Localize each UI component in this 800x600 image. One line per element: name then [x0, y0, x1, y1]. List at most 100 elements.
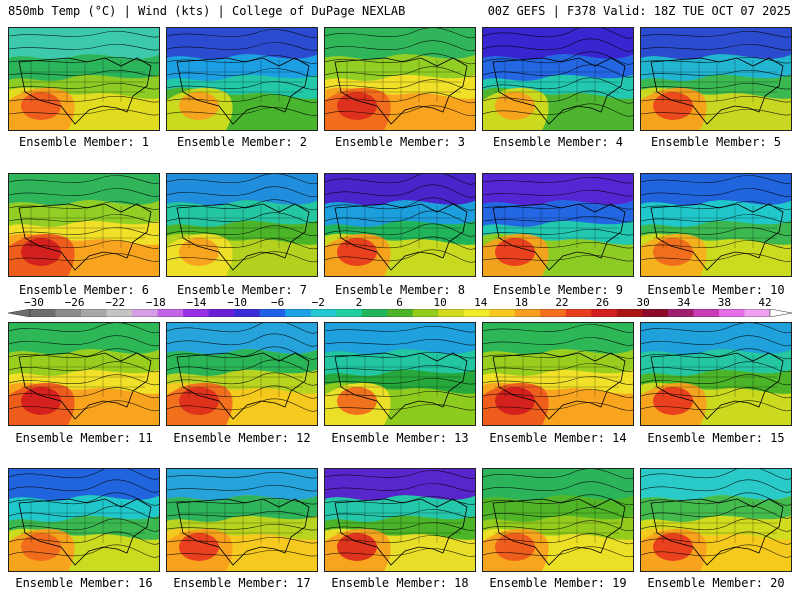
temperature-map — [483, 174, 633, 276]
colorbar-segment — [616, 309, 643, 317]
colorbar-low-arrow — [8, 309, 31, 317]
ensemble-member-label: Ensemble Member: 7 — [176, 283, 308, 297]
colorbar-tick-label: −14 — [186, 296, 207, 309]
temperature-map — [325, 174, 475, 276]
temperature-map — [167, 174, 317, 276]
colorbar-segment — [208, 309, 235, 317]
colorbar-tick-label: 42 — [758, 296, 772, 309]
ensemble-member-map — [8, 468, 160, 572]
ensemble-member-map — [166, 27, 318, 131]
ensemble-member-map — [166, 173, 318, 277]
ensemble-member-map — [640, 322, 792, 426]
colorbar-segment — [30, 309, 57, 317]
temperature-map — [325, 28, 475, 130]
ensemble-member-map — [482, 27, 634, 131]
temperature-map — [9, 174, 159, 276]
ensemble-member-label: Ensemble Member: 18 — [331, 576, 469, 590]
colorbar-segment — [744, 309, 771, 317]
model-valid-time: 00Z GEFS | F378 Valid: 18Z TUE OCT 07 20… — [487, 4, 791, 18]
colorbar-tick-label: −6 — [271, 296, 285, 309]
colorbar-segment — [718, 309, 745, 317]
colorbar-tick-label: 18 — [514, 296, 528, 309]
colorbar-tick-label: 6 — [396, 296, 403, 309]
ensemble-member-label: Ensemble Member: 9 — [492, 283, 624, 297]
ensemble-member-label: Ensemble Member: 19 — [489, 576, 627, 590]
colorbar-segment — [106, 309, 133, 317]
ensemble-member-map — [482, 468, 634, 572]
ensemble-member-label: Ensemble Member: 13 — [331, 431, 469, 445]
ensemble-member-map — [166, 468, 318, 572]
temperature-map — [641, 174, 791, 276]
temperature-map — [325, 323, 475, 425]
ensemble-member-label: Ensemble Member: 16 — [15, 576, 153, 590]
ensemble-member-label: Ensemble Member: 12 — [173, 431, 311, 445]
ensemble-member-label: Ensemble Member: 2 — [176, 135, 308, 149]
colorbar-tick-label: −10 — [227, 296, 247, 309]
temperature-map — [641, 28, 791, 130]
ensemble-member-map — [640, 173, 792, 277]
colorbar-segment — [157, 309, 184, 317]
ensemble-member-label: Ensemble Member: 3 — [334, 135, 466, 149]
temperature-map — [641, 469, 791, 571]
ensemble-member-label: Ensemble Member: 8 — [334, 283, 466, 297]
temperature-map — [9, 469, 159, 571]
colorbar-tick-label: −30 — [24, 296, 44, 309]
temperature-map — [9, 323, 159, 425]
ensemble-member-label: Ensemble Member: 1 — [18, 135, 150, 149]
colorbar-segment — [591, 309, 618, 317]
ensemble-member-map — [8, 27, 160, 131]
ensemble-member-label: Ensemble Member: 15 — [647, 431, 785, 445]
ensemble-member-label: Ensemble Member: 6 — [18, 283, 150, 297]
temperature-map — [9, 28, 159, 130]
colorbar-segment — [183, 309, 210, 317]
temperature-map — [483, 323, 633, 425]
colorbar-tick-label: 30 — [636, 296, 650, 309]
ensemble-member-label: Ensemble Member: 14 — [489, 431, 627, 445]
ensemble-member-map — [324, 468, 476, 572]
ensemble-member-map — [324, 27, 476, 131]
ensemble-member-map — [640, 468, 792, 572]
ensemble-member-map — [640, 27, 792, 131]
colorbar-segment — [489, 309, 516, 317]
colorbar-tick-label: −2 — [311, 296, 325, 309]
colorbar-tick-label: 34 — [677, 296, 691, 309]
colorbar-segment — [693, 309, 720, 317]
colorbar-segment — [259, 309, 286, 317]
colorbar-segment — [412, 309, 439, 317]
colorbar-tick-label: 22 — [555, 296, 569, 309]
colorbar-tick-label: 10 — [433, 296, 447, 309]
colorbar-segment — [514, 309, 541, 317]
ensemble-member-label: Ensemble Member: 10 — [647, 283, 785, 297]
ensemble-member-map — [8, 322, 160, 426]
colorbar-segment — [234, 309, 261, 317]
ensemble-member-map — [324, 322, 476, 426]
ensemble-member-label: Ensemble Member: 4 — [492, 135, 624, 149]
colorbar-segment — [642, 309, 669, 317]
colorbar-segment — [310, 309, 337, 317]
temperature-map — [167, 323, 317, 425]
ensemble-member-map — [166, 322, 318, 426]
colorbar-segment — [132, 309, 159, 317]
temperature-map — [167, 469, 317, 571]
colorbar-segment — [565, 309, 592, 317]
ensemble-member-label: Ensemble Member: 17 — [173, 576, 311, 590]
ensemble-member-label: Ensemble Member: 20 — [647, 576, 785, 590]
colorbar-tick-label: −18 — [145, 296, 166, 309]
ensemble-member-label: Ensemble Member: 11 — [15, 431, 153, 445]
colorbar-segment — [667, 309, 694, 317]
colorbar-segment — [540, 309, 567, 317]
ensemble-member-map — [482, 173, 634, 277]
colorbar-tick-label: 14 — [474, 296, 488, 309]
map-title: 850mb Temp (°C) | Wind (kts) | College o… — [8, 4, 406, 18]
colorbar-tick-label: 26 — [595, 296, 610, 309]
temperature-map — [641, 323, 791, 425]
temperature-map — [167, 28, 317, 130]
colorbar-segment — [463, 309, 490, 317]
colorbar-segment — [81, 309, 108, 317]
colorbar-segment — [285, 309, 312, 317]
colorbar-segment — [438, 309, 465, 317]
colorbar-segment — [55, 309, 82, 317]
ensemble-member-map — [8, 173, 160, 277]
ensemble-member-label: Ensemble Member: 5 — [650, 135, 782, 149]
colorbar-tick-label: −22 — [105, 296, 126, 309]
